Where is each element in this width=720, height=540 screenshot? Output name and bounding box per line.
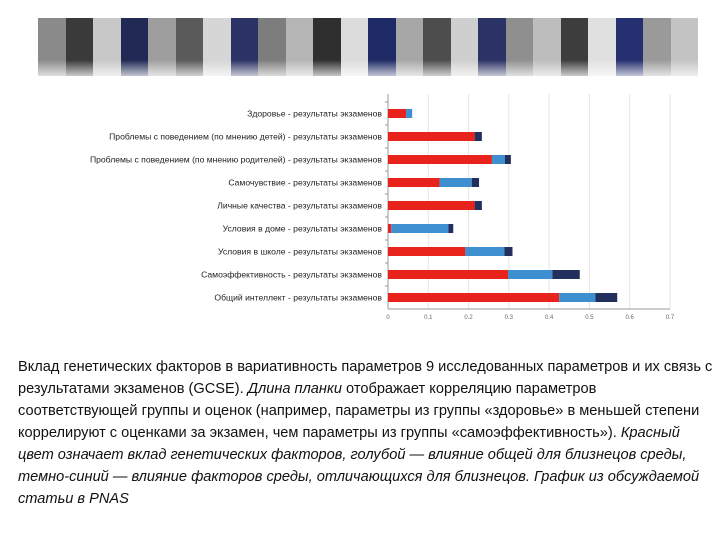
x-tick-label-5: 0.5 bbox=[585, 315, 594, 321]
bar-segment-3-2 bbox=[471, 178, 480, 187]
category-label-1: Проблемы с поведением (по мнению детей) … bbox=[109, 132, 382, 142]
bar-segment-1-2 bbox=[474, 132, 482, 141]
bar-segment-7-1 bbox=[508, 270, 553, 279]
category-label-8: Общий интеллект - результаты экзаменов bbox=[214, 293, 382, 303]
bar-segment-4-2 bbox=[474, 201, 482, 210]
bar-segment-0-1 bbox=[406, 109, 413, 118]
x-tick-label-6: 0.6 bbox=[626, 315, 635, 321]
x-tick-label-2: 0.2 bbox=[464, 315, 473, 321]
x-tick-label-3: 0.3 bbox=[505, 315, 514, 321]
bar-segment-4-0 bbox=[388, 201, 475, 210]
bar-segment-0-0 bbox=[388, 109, 407, 118]
bar-segment-8-1 bbox=[559, 293, 596, 302]
bar-segment-3-0 bbox=[388, 178, 440, 187]
bar-segment-1-0 bbox=[388, 132, 475, 141]
bar-segment-5-1 bbox=[391, 224, 449, 233]
bar-segment-6-2 bbox=[504, 247, 513, 256]
x-tick-label-7: 0.7 bbox=[666, 315, 675, 321]
caption-text-2: Длина планки bbox=[247, 381, 342, 397]
caption-text-1: Вклад генетических факторов в вариативно… bbox=[18, 359, 713, 397]
bar-segment-2-2 bbox=[504, 155, 511, 164]
bar-segment-2-0 bbox=[388, 155, 492, 164]
figure-caption: Вклад генетических факторов в вариативно… bbox=[18, 356, 714, 510]
category-labels-layer: Здоровье - результаты экзаменов Проблемы … bbox=[90, 109, 382, 303]
x-tick-label-1: 0.1 bbox=[424, 315, 433, 321]
category-label-7: Самоэффективность - результаты экзаменов bbox=[201, 270, 382, 280]
bar-segment-3-1 bbox=[439, 178, 472, 187]
bar-segment-6-1 bbox=[465, 247, 505, 256]
x-tick-label-0: 0 bbox=[386, 315, 390, 321]
bar-segment-5-2 bbox=[448, 224, 454, 233]
category-label-6: Условия в школе - результаты экзаменов bbox=[218, 247, 382, 257]
caption-text-4: Красный цвет означает вклад генетических… bbox=[18, 425, 700, 507]
caption-text-3: отображает корреляцию параметров соответ… bbox=[18, 381, 700, 441]
bar-segment-7-0 bbox=[388, 270, 509, 279]
x-tick-label-4: 0.4 bbox=[545, 315, 554, 321]
bar-segment-7-2 bbox=[552, 270, 580, 279]
header-stripe-fade bbox=[38, 60, 698, 82]
category-label-5: Условия в доме - результаты экзаменов bbox=[223, 224, 383, 234]
bar-segment-8-0 bbox=[388, 293, 560, 302]
bar-segment-2-1 bbox=[491, 155, 505, 164]
category-label-0: Здоровье - результаты экзаменов bbox=[247, 109, 382, 119]
category-label-4: Личные качества - результаты экзаменов bbox=[217, 201, 382, 211]
bar-segment-5-0 bbox=[388, 224, 392, 233]
category-label-2: Проблемы с поведением (по мнению родител… bbox=[90, 155, 382, 165]
category-label-3: Самочувствие - результаты экзаменов bbox=[228, 178, 382, 188]
tick-labels-layer: 0 0.1 0.2 0.3 0.4 0.5 0.6 0.7 bbox=[386, 315, 675, 321]
bars-layer bbox=[388, 109, 618, 302]
stacked-bar-chart: Здоровье - результаты экзаменов Проблемы … bbox=[90, 94, 675, 321]
bar-segment-6-0 bbox=[388, 247, 466, 256]
bar-segment-8-2 bbox=[595, 293, 618, 302]
